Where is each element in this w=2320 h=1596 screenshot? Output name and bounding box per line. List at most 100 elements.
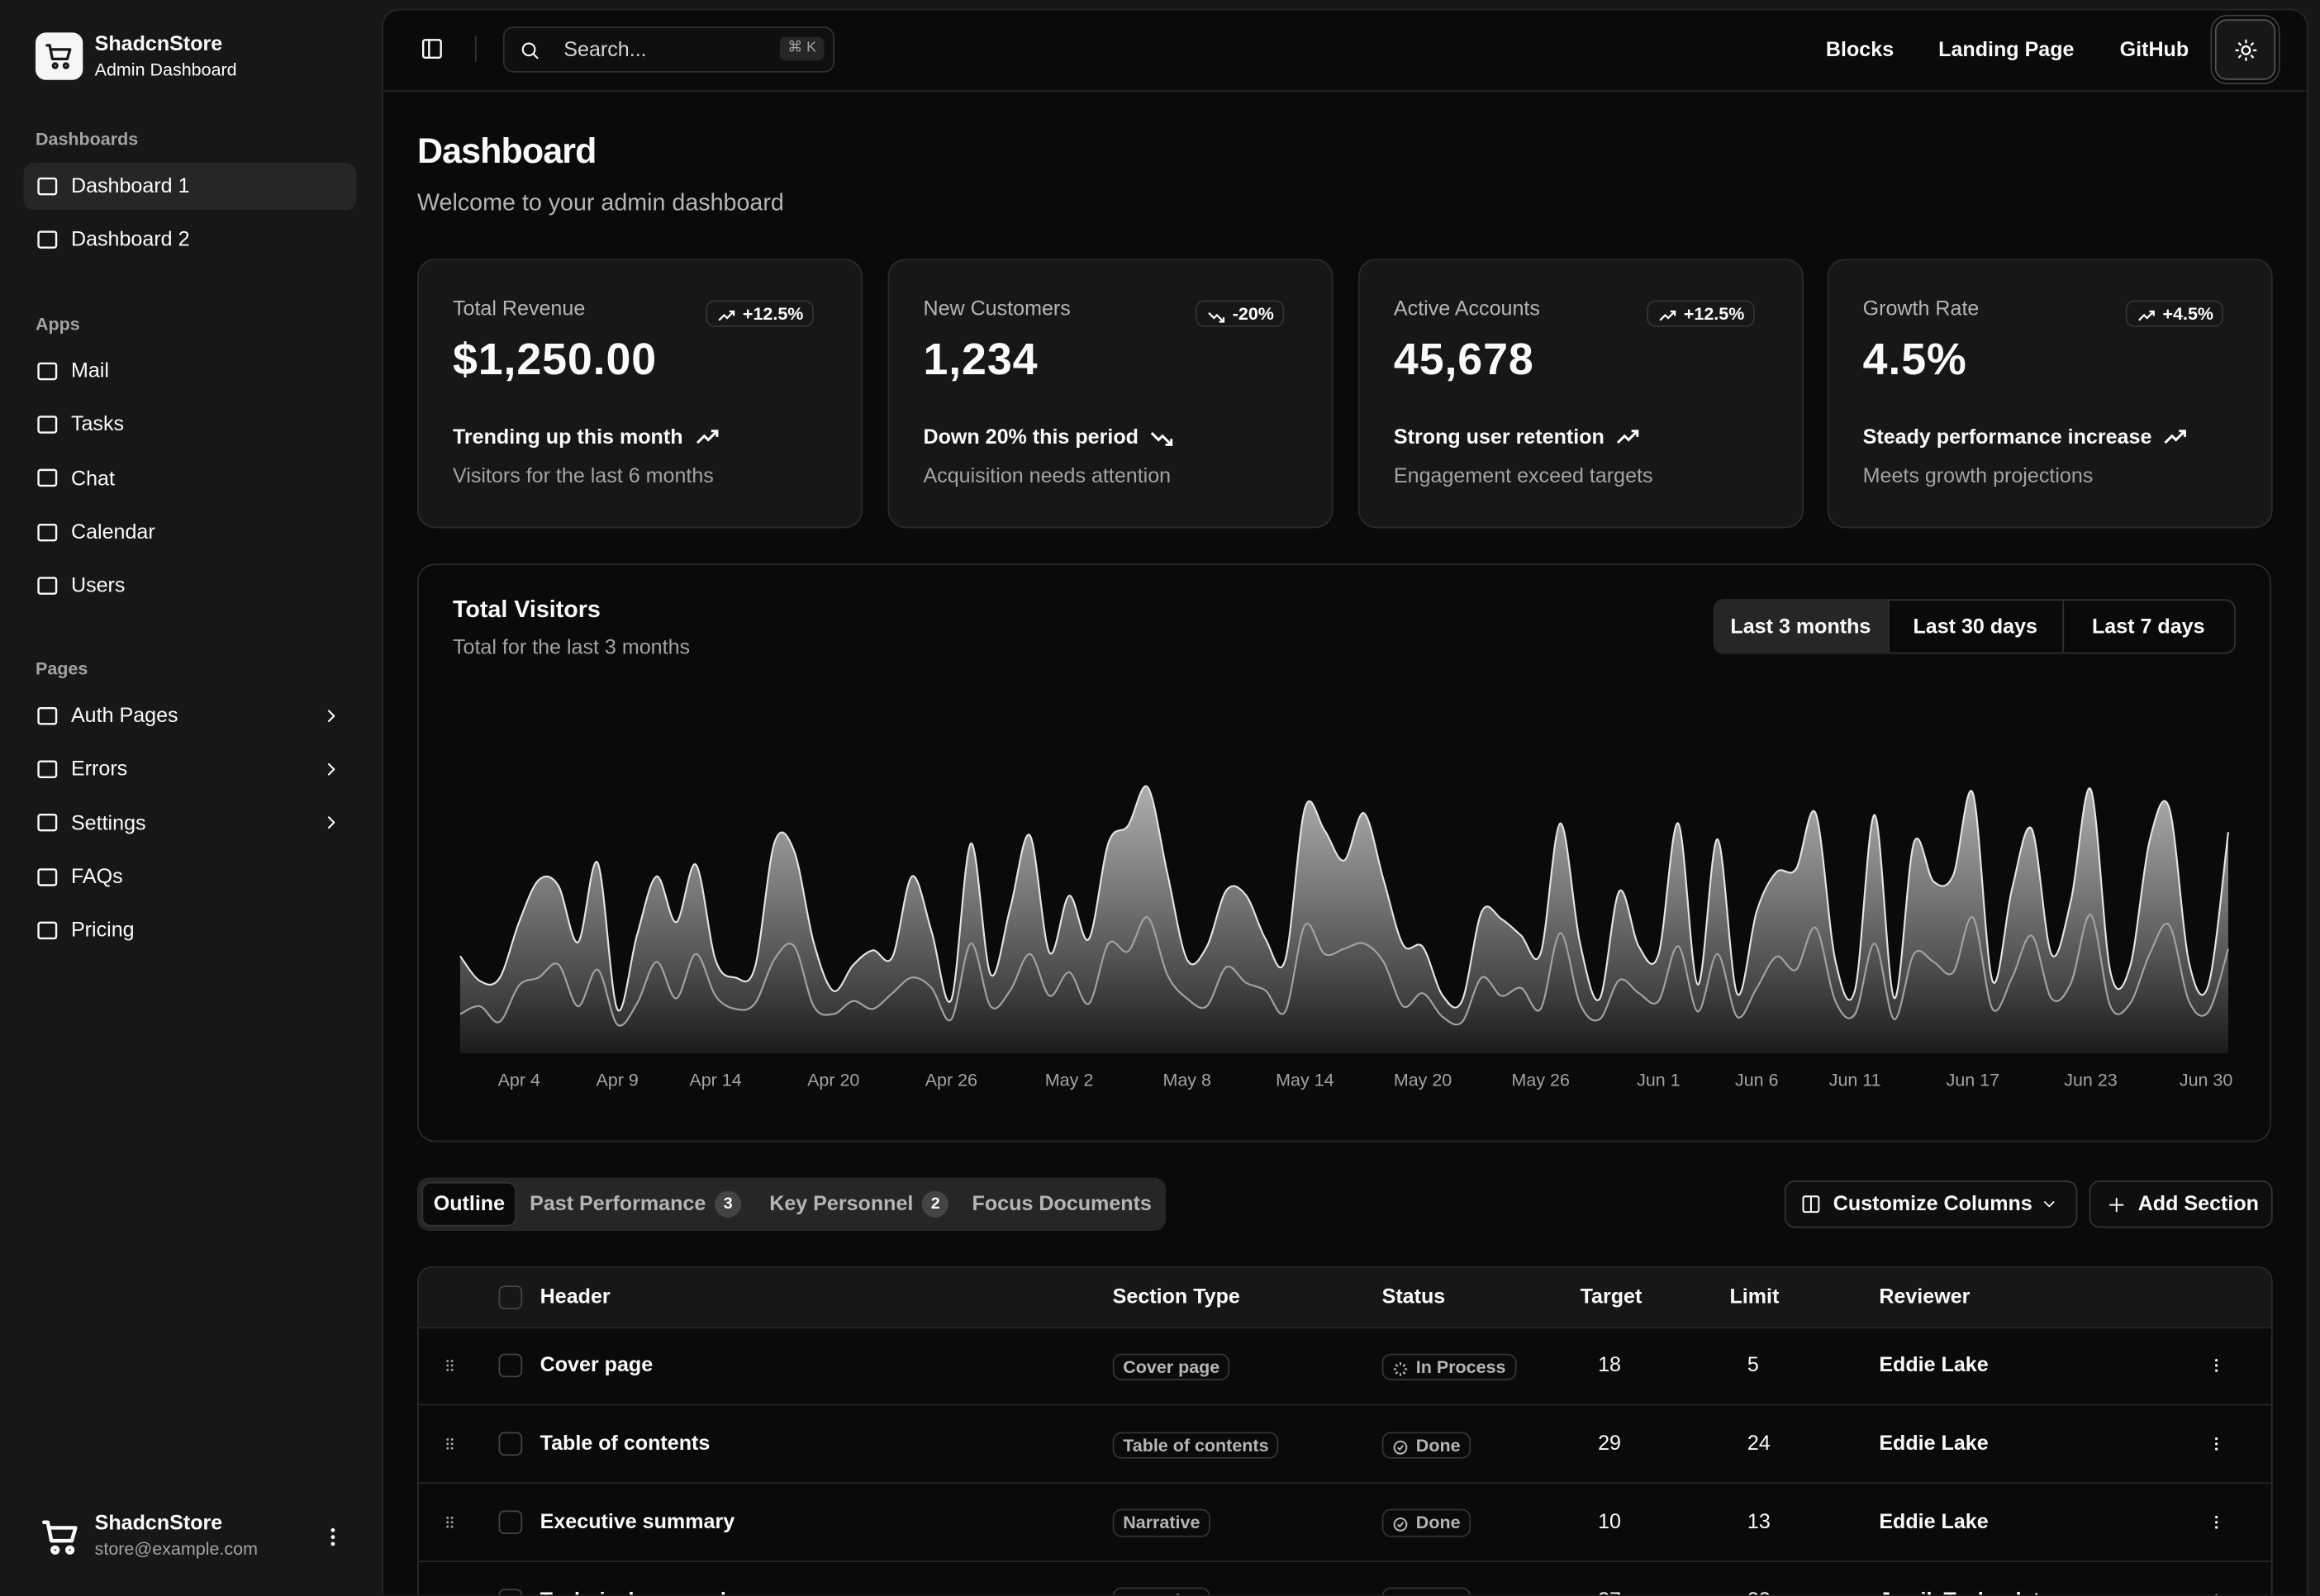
row-checkbox[interactable] bbox=[498, 1510, 523, 1534]
tabs-bg bbox=[417, 1177, 1167, 1231]
drag-handle bbox=[446, 1594, 453, 1595]
tab-count: 2 bbox=[922, 1190, 949, 1218]
header-checkbox bbox=[498, 1285, 523, 1309]
range-option[interactable]: Last 3 months bbox=[1730, 614, 1871, 639]
card-label: New Customers bbox=[923, 296, 1071, 321]
cell-limit: 5 bbox=[1747, 1352, 1759, 1376]
cell-status: Done bbox=[1381, 1588, 1471, 1595]
card-note: Visitors for the last 6 months bbox=[452, 463, 714, 487]
nav-group-label: Dashboards bbox=[35, 128, 139, 150]
cell-status: Done bbox=[1381, 1431, 1471, 1460]
drag-handle bbox=[446, 1516, 454, 1528]
nav-item[interactable]: Auth Pages bbox=[70, 702, 178, 727]
nav-item[interactable]: Calendar bbox=[70, 519, 155, 543]
nav-item[interactable]: Dashboard 1 bbox=[70, 173, 190, 197]
page-subtitle: Welcome to your admin dashboard bbox=[417, 190, 784, 216]
card-value: 1,234 bbox=[923, 335, 1039, 385]
row-menu bbox=[2215, 1594, 2218, 1595]
range-option[interactable]: Last 30 days bbox=[1913, 614, 2037, 639]
x-tick-label: Jun 11 bbox=[1829, 1070, 1881, 1090]
button-label: Add Section bbox=[2137, 1190, 2259, 1215]
row-checkbox[interactable] bbox=[498, 1432, 523, 1456]
nav-item[interactable]: Chat bbox=[70, 465, 115, 490]
card-label: Total Revenue bbox=[452, 296, 586, 321]
nav-icon bbox=[37, 867, 58, 886]
x-tick-label: Jun 30 bbox=[2180, 1070, 2233, 1090]
top-link[interactable]: Blocks bbox=[1825, 37, 1895, 61]
area-line bbox=[459, 785, 2230, 1012]
top-link[interactable]: GitHub bbox=[2119, 37, 2189, 61]
x-tick-label: May 26 bbox=[1512, 1070, 1570, 1090]
card-badge: +12.5% bbox=[706, 299, 814, 328]
column-header: Reviewer bbox=[1879, 1284, 1971, 1309]
cell-section-type: Table of contents bbox=[1112, 1431, 1280, 1460]
search-icon bbox=[521, 42, 539, 59]
x-tick-label: Apr 14 bbox=[689, 1070, 741, 1090]
column-header: Limit bbox=[1729, 1284, 1780, 1309]
chevron bbox=[327, 763, 335, 776]
nav-icon bbox=[37, 416, 58, 435]
stat-card bbox=[1827, 259, 2273, 529]
card-label: Growth Rate bbox=[1862, 296, 1980, 321]
x-tick-label: May 20 bbox=[1394, 1070, 1452, 1090]
tab[interactable]: Focus Documents bbox=[972, 1190, 1152, 1215]
theme-toggle[interactable] bbox=[2214, 19, 2276, 80]
x-tick-label: May 2 bbox=[1045, 1070, 1093, 1090]
cell-reviewer: Eddie Lake bbox=[1879, 1430, 1989, 1455]
nav-icon bbox=[37, 230, 58, 249]
nav-item[interactable]: Mail bbox=[70, 358, 109, 382]
tab[interactable]: Past Performance bbox=[530, 1190, 706, 1215]
card-trend: Trending up this month bbox=[453, 424, 719, 453]
search-box[interactable] bbox=[502, 26, 835, 73]
tab[interactable]: Outline bbox=[433, 1190, 506, 1215]
nav-item[interactable]: Users bbox=[70, 572, 126, 596]
cell-header: Technical approach bbox=[540, 1586, 734, 1594]
row-checkbox[interactable] bbox=[498, 1353, 523, 1378]
topbar-border bbox=[383, 90, 2307, 93]
row-checkbox[interactable] bbox=[498, 1588, 523, 1595]
area-fill bbox=[459, 914, 2228, 1054]
cell-header: Cover page bbox=[540, 1352, 654, 1376]
x-tick-label: Jun 6 bbox=[1735, 1070, 1779, 1090]
button-label: Customize Columns bbox=[1833, 1190, 2032, 1215]
top-link[interactable]: Landing Page bbox=[1938, 37, 2075, 61]
column-header: Header bbox=[540, 1284, 611, 1309]
x-tick-label: Apr 9 bbox=[596, 1070, 638, 1090]
range-active bbox=[1713, 599, 1889, 654]
cell-section-type: Narrative bbox=[1112, 1509, 1210, 1537]
cell-reviewer: Jamik Tashpulatov bbox=[1879, 1586, 2064, 1594]
x-tick-label: May 8 bbox=[1162, 1070, 1210, 1090]
nav-icon bbox=[37, 362, 58, 381]
chevron bbox=[327, 710, 335, 723]
search-placeholder: Search... bbox=[563, 37, 647, 61]
chevron bbox=[327, 817, 335, 829]
nav-icon bbox=[37, 469, 58, 487]
cell-target: 18 bbox=[1598, 1352, 1621, 1376]
range-option[interactable]: Last 7 days bbox=[2091, 614, 2205, 639]
x-tick-label: May 14 bbox=[1276, 1070, 1334, 1090]
nav-item[interactable]: Tasks bbox=[70, 411, 125, 436]
nav-item[interactable]: Errors bbox=[70, 756, 128, 781]
badge-icon bbox=[2138, 310, 2155, 321]
kbd-bg bbox=[779, 36, 825, 61]
chart: Apr 4 Apr 9 Apr 14 Apr 20 Apr 26 May 2 May 8 Ma… bbox=[459, 785, 2233, 1090]
logo bbox=[35, 32, 83, 80]
nav-item[interactable]: Dashboard 2 bbox=[70, 226, 190, 251]
cell-target: 10 bbox=[1598, 1508, 1621, 1533]
card-trend: Steady performance increase bbox=[1863, 424, 2188, 453]
btn-customize[interactable] bbox=[1784, 1180, 2078, 1228]
nav-item[interactable]: Pricing bbox=[70, 917, 135, 941]
card-value: $1,250.00 bbox=[452, 335, 658, 385]
row-menu bbox=[2215, 1437, 2218, 1451]
badge-icon bbox=[1208, 311, 1225, 322]
cell-section-type: Narrative bbox=[1112, 1588, 1210, 1595]
nav-item[interactable]: Settings bbox=[70, 810, 146, 834]
tab[interactable]: Key Personnel bbox=[769, 1190, 914, 1215]
table-header-bg bbox=[418, 1267, 2271, 1328]
nav-item[interactable]: FAQs bbox=[70, 863, 123, 888]
cell-limit: 13 bbox=[1747, 1508, 1771, 1533]
logo-icon bbox=[45, 44, 72, 69]
stat-card bbox=[417, 259, 863, 529]
row-border bbox=[418, 1560, 2271, 1563]
